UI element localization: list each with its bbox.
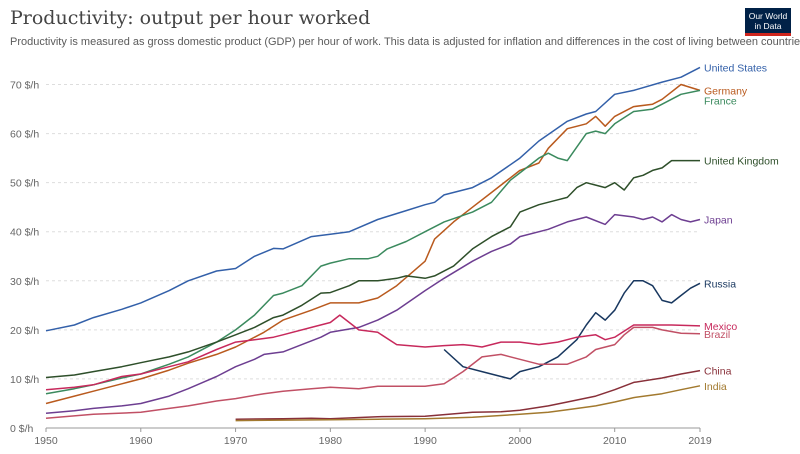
logo-accent-bar	[745, 33, 791, 36]
y-axis: 0 $/h 10 $/h 20 $/h 30 $/h 40 $/h 50 $/h 60 $/…	[10, 80, 39, 435]
y-tick-label: 70 $/h	[10, 80, 39, 92]
owid-logo[interactable]: Our World in Data	[745, 8, 791, 36]
series-line-united-states[interactable]	[45, 66, 701, 332]
x-tick-label: 2019	[688, 435, 712, 447]
series-line-japan[interactable]	[45, 213, 701, 415]
series-line-brazil[interactable]	[45, 326, 701, 419]
series-label: France	[704, 95, 737, 107]
series-label: Germany	[704, 85, 748, 97]
chart-subtitle: Productivity is measured as gross domest…	[10, 36, 800, 48]
series-line-india[interactable]	[235, 385, 701, 422]
series-label: Japan	[704, 214, 733, 226]
series-label: United Kingdom	[704, 156, 779, 168]
series-label: India	[704, 381, 727, 393]
y-tick-label: 60 $/h	[10, 129, 39, 141]
y-tick-label: 10 $/h	[10, 374, 39, 386]
series-label: United States	[704, 62, 767, 74]
x-tick-label: 1990	[413, 435, 437, 447]
series-line-france[interactable]	[45, 89, 701, 395]
y-tick-label: 0 $/h	[10, 423, 34, 435]
x-tick-label: 2000	[508, 435, 532, 447]
series-lines	[45, 66, 701, 422]
x-tick-label: 2010	[603, 435, 627, 447]
series-label: Russia	[704, 278, 736, 290]
series-label: Brazil	[704, 329, 730, 341]
x-tick-label: 1970	[224, 435, 248, 447]
series-line-united-kingdom[interactable]	[45, 159, 700, 379]
series-line-china[interactable]	[235, 369, 701, 420]
y-tick-label: 20 $/h	[10, 325, 39, 337]
series-line-germany[interactable]	[45, 83, 701, 405]
logo-line-2: in Data	[754, 21, 782, 31]
y-tick-label: 30 $/h	[10, 276, 39, 288]
x-tick-label: 1960	[129, 435, 153, 447]
grid-lines	[46, 84, 700, 429]
x-axis: 1950 1960 1970 1980 1990 2000 2010 2019	[34, 428, 712, 447]
series-line-mexico[interactable]	[45, 314, 701, 391]
series-label: Mexico	[704, 321, 737, 333]
series-line-russia[interactable]	[443, 280, 701, 380]
y-tick-label: 50 $/h	[10, 178, 39, 190]
x-tick-label: 1950	[34, 435, 58, 447]
y-tick-label: 40 $/h	[10, 227, 39, 239]
logo-line-1: Our World	[748, 11, 788, 21]
series-label: China	[704, 366, 732, 378]
chart-title: Productivity: output per hour worked	[10, 7, 371, 29]
x-tick-label: 1980	[319, 435, 343, 447]
